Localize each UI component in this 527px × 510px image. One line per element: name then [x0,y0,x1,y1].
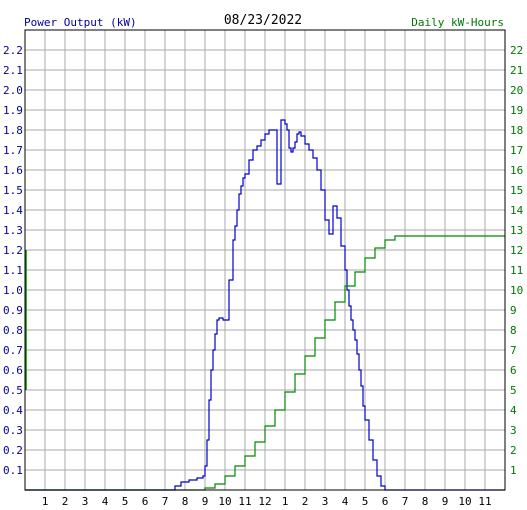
left-tick-label: 2.2 [3,44,23,57]
energy-series-line [25,235,505,491]
left-tick-label: 1.4 [3,204,23,217]
right-tick-label: 16 [510,164,523,177]
chart-title: 08/23/2022 [224,13,302,28]
x-tick-label: 2 [62,495,69,508]
x-tick-labels: 1 2 3 4 5 6 7 8 9 10 11 12 1 2 3 4 5 6 7 8 9 10 11 [42,495,492,508]
right-tick-label: 9 [510,304,517,317]
left-tick-label: 0.9 [3,304,23,317]
left-tick-label: 2.1 [3,64,23,77]
left-tick-label: 1.7 [3,144,23,157]
plot-frame [24,29,506,491]
right-tick-label: 17 [510,144,523,157]
right-tick-label: 15 [510,184,523,197]
left-tick-label: 1.2 [3,244,23,257]
x-tick-label: 3 [82,495,89,508]
x-tick-label: 12 [258,495,271,508]
grid [25,30,505,490]
left-tick-label: 0.5 [3,384,23,397]
left-tick-label: 1.8 [3,124,23,137]
left-tick-label: 0.2 [3,444,23,457]
x-tick-label: 9 [202,495,209,508]
left-tick-label: 0.8 [3,324,23,337]
right-tick-label: 14 [510,204,524,217]
x-tick-label: 1 [282,495,289,508]
left-tick-label: 1.1 [3,264,23,277]
x-tick-label: 3 [322,495,329,508]
x-tick-label: 5 [122,495,129,508]
right-tick-label: 10 [510,284,523,297]
x-tick-label: 6 [382,495,389,508]
x-tick-label: 10 [218,495,231,508]
right-tick-label: 3 [510,424,517,437]
left-tick-label: 1.6 [3,164,23,177]
right-tick-label: 13 [510,224,523,237]
power-series-line [25,119,505,491]
right-tick-label: 11 [510,264,523,277]
left-axis-label: Power Output (kW) [24,16,137,29]
right-tick-label: 6 [510,364,517,377]
left-tick-label: 1.5 [3,184,23,197]
right-tick-label: 7 [510,344,517,357]
x-tick-label: 8 [422,495,429,508]
right-tick-label: 22 [510,44,523,57]
x-tick-label: 6 [142,495,149,508]
left-tick-label: 1.9 [3,104,23,117]
right-tick-label: 1 [510,464,517,477]
x-tick-label: 7 [162,495,169,508]
right-tick-label: 21 [510,64,523,77]
x-tick-label: 9 [442,495,449,508]
x-tick-label: 2 [302,495,309,508]
x-tick-label: 5 [362,495,369,508]
left-tick-label: 0.3 [3,424,23,437]
left-tick-label: 1.0 [3,284,23,297]
x-tick-label: 8 [182,495,189,508]
x-tick-label: 10 [458,495,471,508]
left-tick-label: 0.4 [3,404,23,417]
x-tick-label: 1 [42,495,49,508]
left-tick-labels: 0.1 0.2 0.3 0.4 0.5 0.6 0.7 0.8 0.9 1.0 1.1 1.2 1.3 1… [3,44,23,477]
left-tick-label: 2.0 [3,84,23,97]
left-tick-label: 0.7 [3,344,23,357]
right-tick-label: 19 [510,104,523,117]
right-tick-label: 20 [510,84,523,97]
x-tick-label: 4 [102,495,109,508]
x-tick-label: 4 [342,495,349,508]
right-tick-label: 8 [510,324,517,337]
right-tick-label: 2 [510,444,517,457]
right-tick-label: 18 [510,124,523,137]
series-lines [25,119,505,491]
left-tick-label: 1.3 [3,224,23,237]
x-tick-label: 11 [238,495,251,508]
right-axis-label: Daily kW-Hours [411,16,504,29]
right-tick-label: 12 [510,244,523,257]
x-tick-label: 7 [402,495,409,508]
right-tick-label: 5 [510,384,517,397]
left-tick-label: 0.1 [3,464,23,477]
x-tick-label: 11 [478,495,491,508]
left-tick-label: 0.6 [3,364,23,377]
right-tick-label: 4 [510,404,517,417]
